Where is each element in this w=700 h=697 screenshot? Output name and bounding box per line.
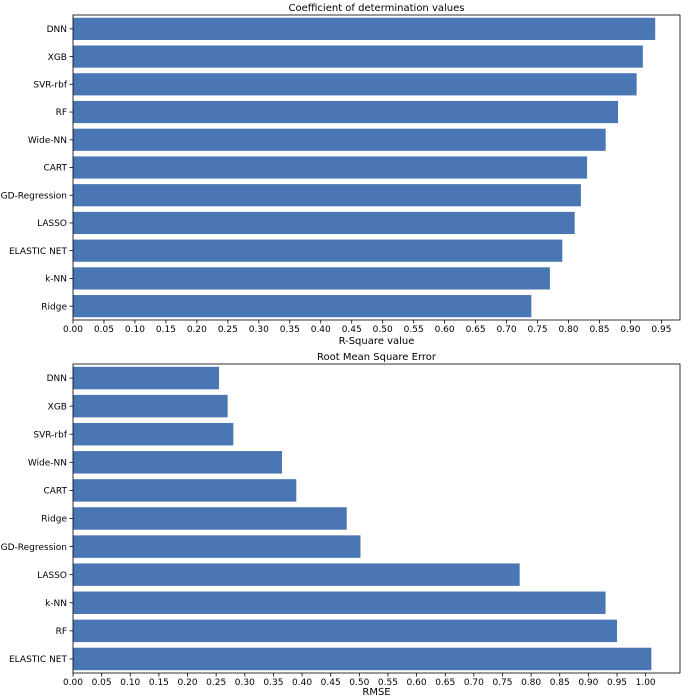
- y-tick-label: DNN: [47, 374, 67, 384]
- bar-ridge: [73, 295, 532, 318]
- y-tick-label: k-NN: [45, 275, 67, 285]
- x-tick-label: 0.20: [178, 678, 198, 688]
- bar-elastic-net: [73, 647, 652, 671]
- x-tick-label: 0.10: [120, 678, 140, 688]
- y-tick-label: CART: [43, 164, 67, 174]
- bar-svr-rbf: [73, 422, 234, 446]
- x-tick-label: 0.80: [521, 678, 541, 688]
- y-tick-label: LASSO: [37, 571, 67, 581]
- x-tick-label: 0.50: [349, 678, 369, 688]
- bar-rf: [73, 100, 619, 124]
- x-tick-label: 1.00: [636, 678, 656, 688]
- x-tick-label: 0.75: [528, 325, 548, 335]
- bar-sgd-regression: [73, 535, 361, 558]
- y-tick-label: XGB: [48, 402, 67, 412]
- y-tick-label: Ridge: [41, 302, 67, 312]
- x-tick-label: 0.80: [558, 325, 578, 335]
- chart-2: Root Mean Square Error DNN XGB SVR-rbf Wide-…: [0, 352, 681, 697]
- y-tick-label: RF: [56, 627, 67, 637]
- bar-wide-nn: [73, 451, 283, 474]
- x-tick-label: 0.45: [342, 325, 362, 335]
- bar-elastic-net: [73, 239, 563, 262]
- x-tick-label: 0.30: [249, 325, 269, 335]
- y-tick-label: SGD-Regression: [0, 191, 67, 201]
- x-tick-label: 0.30: [235, 678, 255, 688]
- x-tick-label: 0.35: [263, 678, 283, 688]
- x-axis-label: RMSE: [362, 687, 390, 697]
- y-tick-label: ELASTIC NET: [9, 247, 67, 257]
- plot-frame: [72, 363, 681, 674]
- x-tick-label: 0.35: [280, 325, 300, 335]
- y-tick-label: XGB: [48, 53, 67, 63]
- x-tick-label: 0.15: [156, 325, 176, 335]
- x-axis-label: R-Square value: [339, 336, 415, 347]
- plot-frame: [72, 14, 681, 321]
- y-tick-label: RF: [56, 108, 67, 118]
- x-tick-label: 0.20: [187, 325, 207, 335]
- y-tick-label: Wide-NN: [28, 136, 67, 146]
- bar-dnn: [73, 366, 220, 390]
- x-tick-label: 0.10: [125, 325, 145, 335]
- chart-title: Coefficient of determination values: [289, 3, 465, 14]
- bar-cart: [73, 479, 297, 502]
- x-tick-label: 0.95: [607, 678, 627, 688]
- bar-rf: [73, 619, 618, 643]
- x-tick-label: 0.85: [589, 325, 609, 335]
- x-tick-label: 0.95: [651, 325, 671, 335]
- y-tick-label: DNN: [47, 25, 67, 35]
- x-tick-label: 0.75: [492, 678, 512, 688]
- y-tick-label: LASSO: [37, 219, 67, 229]
- x-tick-label: 0.25: [206, 678, 226, 688]
- x-tick-label: 0.40: [292, 678, 312, 688]
- y-tick-label: ELASTIC NET: [9, 655, 67, 665]
- bar-dnn: [73, 17, 656, 40]
- x-tick-label: 0.85: [550, 678, 570, 688]
- x-tick-label: 0.00: [63, 678, 83, 688]
- x-tick-label: 0.40: [311, 325, 331, 335]
- x-tick-label: 0.70: [497, 325, 517, 335]
- x-tick-label: 0.25: [218, 325, 238, 335]
- x-tick-label: 0.00: [63, 325, 83, 335]
- x-tick-label: 0.65: [435, 678, 455, 688]
- bar-sgd-regression: [73, 184, 581, 207]
- bar-ridge: [73, 507, 347, 530]
- bar-k-nn: [73, 591, 606, 615]
- x-tick-label: 0.60: [435, 325, 455, 335]
- bar-xgb: [73, 394, 228, 418]
- bar-lasso: [73, 211, 575, 235]
- y-tick-label: SVR-rbf: [33, 430, 67, 440]
- y-tick-label: Wide-NN: [28, 459, 67, 469]
- y-tick-label: CART: [43, 487, 67, 497]
- x-tick-label: 0.60: [407, 678, 427, 688]
- x-tick-label: 0.05: [94, 325, 114, 335]
- x-tick-label: 0.90: [620, 325, 640, 335]
- x-tick-label: 0.65: [466, 325, 486, 335]
- bar-lasso: [73, 563, 520, 586]
- x-tick-label: 0.55: [378, 678, 398, 688]
- y-tick-label: k-NN: [45, 599, 67, 609]
- bar-wide-nn: [73, 128, 606, 151]
- x-tick-label: 0.70: [464, 678, 484, 688]
- chart-title: Root Mean Square Error: [317, 352, 437, 363]
- x-tick-label: 0.45: [321, 678, 341, 688]
- y-tick-label: Ridge: [41, 515, 67, 525]
- chart-1: Coefficient of determination values DNN XG…: [0, 3, 681, 347]
- bar-k-nn: [73, 267, 550, 290]
- x-tick-label: 0.50: [373, 325, 393, 335]
- y-tick-label: SVR-rbf: [33, 81, 67, 91]
- x-tick-label: 0.90: [578, 678, 598, 688]
- bar-xgb: [73, 45, 643, 68]
- bar-cart: [73, 156, 588, 179]
- bar-svr-rbf: [73, 73, 637, 96]
- y-tick-label: SGD-Regression: [0, 543, 67, 553]
- x-tick-label: 0.15: [149, 678, 169, 688]
- x-tick-label: 0.55: [404, 325, 424, 335]
- x-tick-label: 0.05: [92, 678, 112, 688]
